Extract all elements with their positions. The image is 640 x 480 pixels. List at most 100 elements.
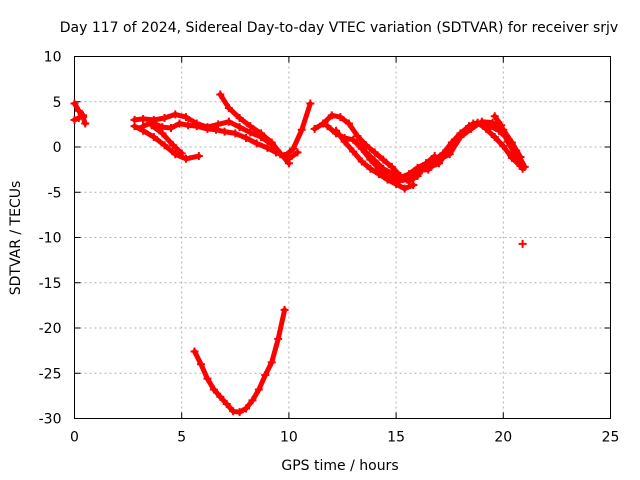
series-line [217, 92, 292, 166]
data-point [383, 175, 392, 184]
data-point [181, 113, 190, 122]
y-tick-label: -30 [39, 412, 62, 428]
data-point [74, 114, 83, 123]
data-point [267, 358, 276, 367]
data-point [340, 137, 349, 146]
series-line [149, 122, 185, 156]
data-point [216, 392, 225, 401]
data-point [214, 120, 223, 129]
data-point [212, 125, 221, 134]
data-point [81, 119, 90, 128]
data-point [166, 123, 175, 132]
data-point [184, 121, 193, 130]
series-arc-m [490, 112, 527, 173]
data-point [216, 90, 225, 99]
series-line [333, 128, 416, 192]
data-point [181, 154, 190, 163]
data-point [139, 114, 148, 123]
data-point [192, 122, 201, 131]
x-axis-label: GPS time / hours [281, 458, 398, 474]
data-point [445, 150, 454, 159]
series-layer [70, 90, 529, 417]
data-point [169, 141, 178, 150]
data-point [224, 117, 233, 126]
data-point [387, 169, 396, 178]
series-arc-f [216, 90, 293, 168]
data-point [175, 119, 184, 128]
data-point [79, 111, 88, 120]
data-point [370, 148, 379, 157]
data-point [274, 334, 283, 343]
y-tick-label: 0 [53, 140, 62, 156]
data-point [434, 155, 443, 164]
data-point [379, 155, 388, 164]
data-point [490, 133, 499, 142]
y-tick-label: -25 [39, 366, 62, 382]
data-point [409, 181, 418, 190]
x-tick-label: 10 [280, 430, 298, 446]
data-point [289, 144, 298, 153]
data-point [276, 149, 285, 158]
data-point [323, 122, 332, 131]
y-axis-label: SDTVAR / TECUs [8, 181, 24, 296]
data-point [160, 141, 169, 150]
data-point [319, 119, 328, 128]
series-arc-n [190, 305, 289, 417]
y-tick-label: -15 [39, 276, 62, 292]
data-point [242, 133, 251, 142]
data-point [402, 175, 411, 184]
y-tick-label: -5 [48, 185, 62, 201]
chart-title: Day 117 of 2024, Sidereal Day-to-day VTE… [60, 20, 618, 36]
data-point [147, 121, 156, 130]
data-point [252, 139, 261, 148]
y-tick-label: 5 [53, 95, 62, 111]
data-point [235, 114, 244, 123]
data-point [70, 115, 79, 124]
data-point [139, 122, 148, 131]
data-point [503, 137, 512, 146]
data-point [149, 133, 158, 142]
data-point [235, 408, 244, 417]
data-point [392, 177, 401, 186]
data-point [267, 138, 276, 147]
data-point [366, 164, 375, 173]
data-point [362, 148, 371, 157]
data-point [196, 360, 205, 369]
data-point [499, 142, 508, 151]
data-point [220, 127, 229, 136]
data-point [231, 129, 240, 138]
y-tick-label: 10 [44, 50, 62, 66]
data-point [424, 165, 433, 174]
data-point [456, 133, 465, 142]
data-point [261, 371, 270, 380]
data-point [284, 159, 293, 168]
data-point [224, 104, 233, 113]
x-tick-label: 25 [602, 430, 620, 446]
data-point [160, 114, 169, 123]
series-arc-b [70, 111, 88, 124]
data-point [327, 111, 336, 120]
data-point [374, 170, 383, 179]
data-point [510, 148, 519, 157]
data-point [190, 347, 199, 356]
data-point [171, 110, 180, 119]
data-point [490, 112, 499, 121]
data-point [209, 385, 218, 394]
data-point [222, 400, 231, 409]
data-point [357, 157, 366, 166]
data-point [235, 123, 244, 132]
data-point [242, 404, 251, 413]
data-point [353, 132, 362, 141]
data-point [362, 141, 371, 150]
data-point [477, 117, 486, 126]
data-point [353, 139, 362, 148]
data-point [248, 396, 257, 405]
grid [74, 56, 611, 419]
data-point [332, 126, 341, 135]
series-arc-d [130, 122, 203, 163]
data-point [74, 106, 83, 115]
data-point [518, 164, 527, 173]
data-point [297, 125, 306, 134]
